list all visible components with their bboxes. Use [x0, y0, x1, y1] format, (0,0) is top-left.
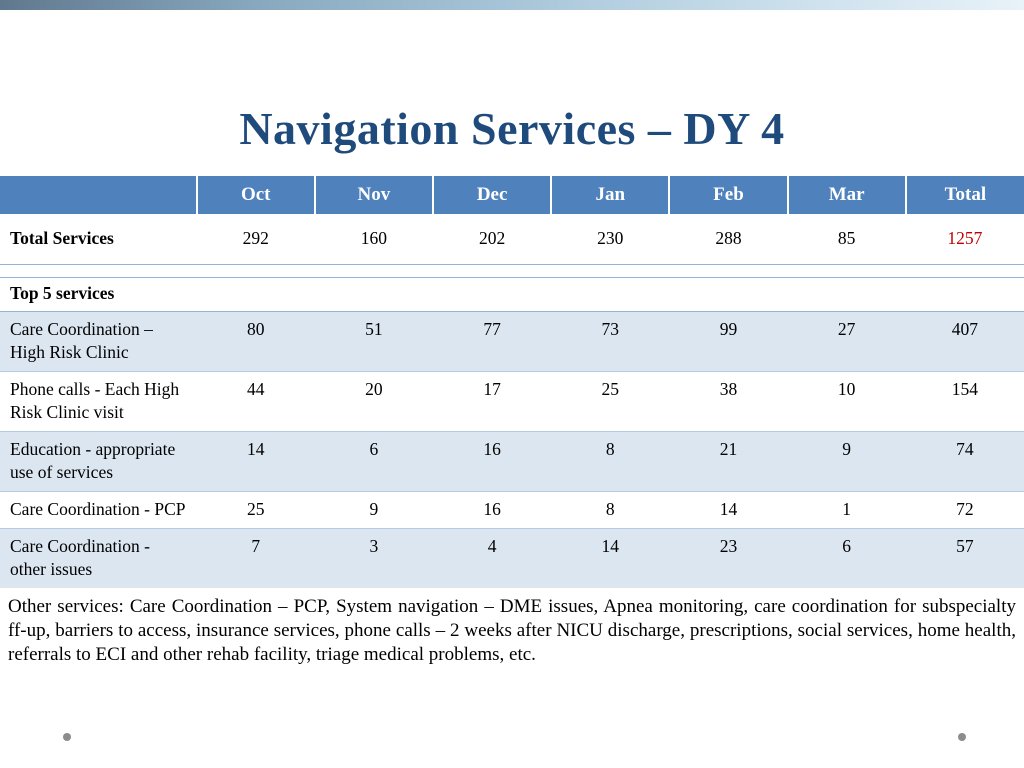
cell-value: 14	[669, 491, 788, 529]
spacer-row	[0, 264, 1024, 278]
cell-value: 23	[719, 535, 738, 556]
section-header-row: Top 5 services	[0, 277, 1024, 312]
column-header-nov: Nov	[313, 175, 434, 214]
row-label: Total Services	[0, 213, 197, 265]
cell-value: 21	[669, 431, 788, 492]
table-header-row: Oct Nov Dec Jan Feb Mar Total	[0, 175, 1024, 214]
column-header-dec: Dec	[432, 175, 552, 214]
cell-value: 8	[551, 491, 670, 529]
cell-value: 38	[669, 371, 788, 432]
cell-value: 8	[551, 431, 670, 492]
cell-value: 288	[669, 213, 788, 265]
slide-dot-left	[63, 733, 71, 741]
services-table: Oct Nov Dec Jan Feb Mar Total Total Serv…	[0, 175, 1024, 588]
table-row: Phone calls - Each High Risk Clinic visi…	[0, 371, 1024, 432]
column-header-jan: Jan	[550, 175, 670, 214]
cell-value: 292	[196, 213, 315, 265]
cell-value: 72	[905, 491, 1024, 529]
spacer-cell	[0, 264, 1024, 278]
cell-value: 154	[905, 371, 1024, 432]
footer-note: Other services: Care Coordination – PCP,…	[8, 595, 1016, 665]
cell-value: 85	[787, 213, 906, 265]
cell-value: 202	[433, 213, 552, 265]
cell-value: 16	[433, 491, 552, 529]
cell-value: 80	[196, 311, 315, 372]
row-label: Care Coordination - PCP	[0, 491, 197, 529]
cell-value: 99	[669, 311, 788, 372]
row-label: Care Coordination - other issues	[10, 535, 150, 579]
page-title: Navigation Services – DY 4	[239, 103, 785, 154]
cell-value: 51	[314, 311, 434, 372]
row-label: Education - appropriate use of services	[0, 431, 197, 492]
column-header-oct: Oct	[195, 175, 315, 214]
row-label: Care Coordination – High Risk Clinic	[0, 311, 197, 372]
cell-value: 1	[787, 491, 906, 529]
cell-value: 230	[551, 213, 670, 265]
column-header-blank	[0, 175, 197, 214]
cell-value: 160	[314, 213, 434, 265]
cell-value: 25	[196, 491, 315, 529]
column-header-feb: Feb	[668, 175, 788, 214]
column-header-total: Total	[904, 175, 1024, 214]
cell-value: 77	[433, 311, 552, 372]
cell-value: 14	[196, 431, 315, 492]
cell-value: 44	[196, 371, 315, 432]
cell-value: 10	[787, 371, 906, 432]
table-row: Care Coordination - other issues 7 3 4 1…	[0, 528, 1024, 588]
cell-value: 74	[905, 431, 1024, 492]
cell-value: 6	[314, 431, 434, 492]
slide-dot-right	[958, 733, 966, 741]
cell-value: 57	[956, 535, 974, 556]
cell-value: 4	[487, 535, 497, 556]
top-accent-bar	[0, 0, 1024, 10]
cell-value: 7	[251, 535, 261, 556]
table-row: Care Coordination – High Risk Clinic 80 …	[0, 311, 1024, 372]
column-header-mar: Mar	[786, 175, 906, 214]
row-label: Phone calls - Each High Risk Clinic visi…	[0, 371, 197, 432]
cell-value: 16	[433, 431, 552, 492]
cell-value: 9	[314, 491, 434, 529]
cell-value: 20	[314, 371, 434, 432]
cell-value: 73	[551, 311, 670, 372]
table-row: Care Coordination - PCP 25 9 16 8 14 1 7…	[0, 491, 1024, 529]
cell-value: 407	[905, 311, 1024, 372]
cell-value: 9	[787, 431, 906, 492]
section-label: Top 5 services	[0, 277, 1024, 312]
total-services-row: Total Services 292 160 202 230 288 85 12…	[0, 213, 1024, 265]
cell-value: 14	[601, 535, 620, 556]
cell-value: 17	[433, 371, 552, 432]
cell-value: 25	[551, 371, 670, 432]
cell-value: 6	[842, 535, 852, 556]
cell-total-value: 1257	[905, 213, 1024, 265]
cell-value: 3	[369, 535, 379, 556]
cell-value: 27	[787, 311, 906, 372]
table-row: Education - appropriate use of services …	[0, 431, 1024, 492]
